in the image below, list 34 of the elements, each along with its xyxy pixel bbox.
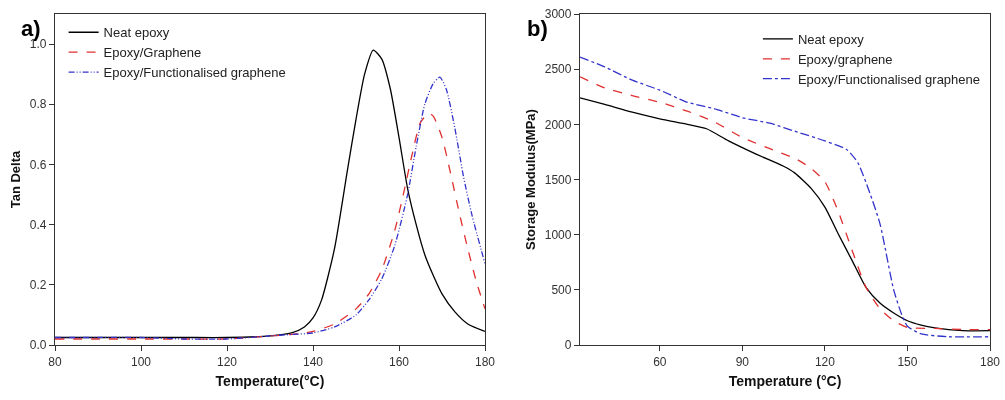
x-tick-label: 90 xyxy=(735,354,750,369)
y-tick-label: 1000 xyxy=(544,227,572,242)
y-tick-label: 0.8 xyxy=(29,97,47,112)
y-tick-label: 3000 xyxy=(544,7,572,22)
x-tick-label: 180 xyxy=(474,354,496,369)
chart-title: a) xyxy=(21,16,41,41)
x-tick-label: 140 xyxy=(302,354,324,369)
x-axis-title: Temperature (°C) xyxy=(728,372,842,389)
y-tick-label: 2000 xyxy=(544,117,572,132)
legend-label: Neat epoxy xyxy=(797,31,865,47)
y-tick-label: 1500 xyxy=(544,172,572,187)
y-tick-label: 0.4 xyxy=(29,217,47,232)
y-axis-title: Tan Delta xyxy=(7,149,23,209)
x-tick-label: 150 xyxy=(897,354,918,369)
y-tick-label: 0.2 xyxy=(29,278,47,293)
legend-label: Neat epoxy xyxy=(103,25,170,41)
x-tick-label: 100 xyxy=(130,354,152,369)
y-tick-label: 500 xyxy=(551,283,572,298)
x-axis-title: Temperature(°C) xyxy=(215,372,325,389)
y-tick-label: 0.0 xyxy=(29,338,47,353)
y-axis-title: Storage Modulus(MPa) xyxy=(522,109,538,250)
legend-label: Epoxy/graphene xyxy=(797,51,893,67)
x-tick-label: 160 xyxy=(388,354,410,369)
x-tick-label: 120 xyxy=(216,354,238,369)
y-tick-label: 0 xyxy=(564,338,572,353)
x-tick-label: 180 xyxy=(979,354,1001,369)
y-tick-label: 2500 xyxy=(544,62,572,77)
x-tick-label: 120 xyxy=(814,354,836,369)
legend-label: Epoxy/Functionalised graphene xyxy=(797,71,981,87)
x-tick-label: 60 xyxy=(653,354,667,369)
legend-label: Epoxy/Functionalised graphene xyxy=(103,65,286,81)
x-tick-label: 80 xyxy=(48,354,62,369)
y-tick-label: 0.6 xyxy=(29,157,47,172)
legend-label: Epoxy/Graphene xyxy=(103,45,202,61)
